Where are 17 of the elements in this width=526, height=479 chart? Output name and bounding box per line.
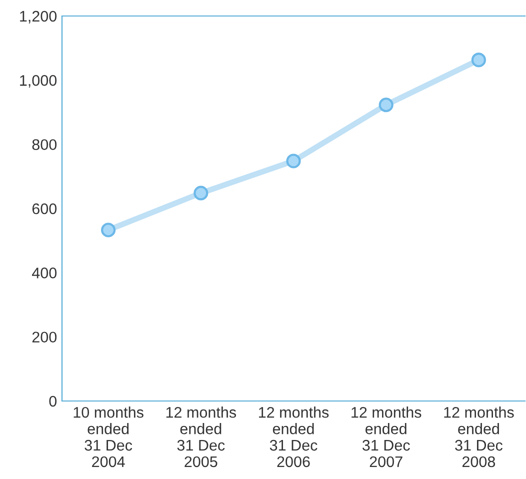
point — [286, 154, 301, 168]
x-tick-label: 12 months ended 31 Dec 2007 — [352, 406, 422, 468]
y-tick-label: 800 — [32, 139, 57, 150]
y-tick-label: 600 — [32, 203, 57, 214]
point — [378, 98, 394, 112]
x-tick-label: 10 months ended 31 Dec 2004 — [74, 406, 144, 468]
x-tick-label: 12 months ended 31 Dec 2008 — [444, 406, 514, 468]
x-tick-label: 12 months ended 31 Dec 2005 — [166, 406, 236, 468]
y-tick-label: 400 — [32, 268, 57, 278]
y-tick-label: 200 — [32, 332, 57, 343]
y-tick-label: 1,200 — [20, 10, 57, 24]
point — [194, 186, 208, 200]
y-tick-label: 0 — [49, 396, 57, 407]
x-tick-label: 12 months ended 31 Dec 2006 — [259, 406, 329, 468]
y-tick-label: 1,000 — [20, 75, 57, 88]
point — [471, 52, 486, 68]
point — [101, 222, 116, 238]
